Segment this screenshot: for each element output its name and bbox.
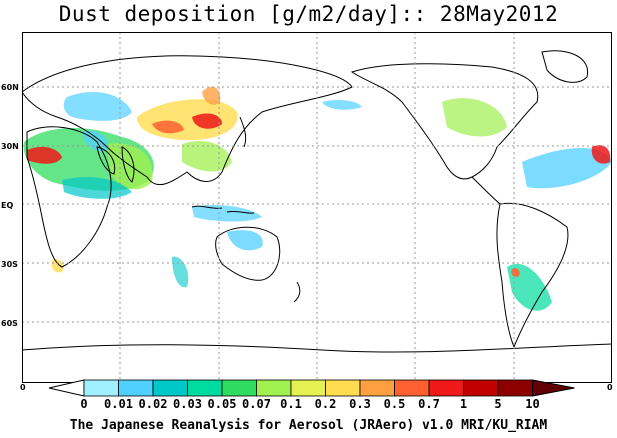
- colorbar-label: 0.1: [280, 397, 302, 411]
- colorbar-cell: [221, 379, 257, 397]
- longitude-label-right: 0: [607, 383, 613, 392]
- colorbar-cell: [359, 379, 395, 397]
- dust-sahel: [62, 177, 132, 199]
- colorbar-label: 10: [525, 397, 540, 411]
- dust-south-africa: [51, 259, 64, 273]
- lat-label-30n: 30N: [1, 142, 19, 151]
- coast-greenland: [541, 50, 589, 83]
- lat-label-eq: EQ: [1, 201, 14, 210]
- colorbar-label: 1: [459, 397, 468, 411]
- colorbar-cell: [325, 379, 361, 397]
- dust-central-asia: [63, 92, 132, 121]
- footer-credit: The Japanese Reanalysis for Aerosol (JRA…: [69, 418, 548, 433]
- world-map: [22, 32, 612, 383]
- colorbar-label: 0.3: [349, 397, 371, 411]
- chart-title: Dust deposition [g/m2/day]:: 28May2012: [58, 2, 559, 26]
- map-panel: [22, 32, 612, 383]
- dust-gobi-core: [192, 113, 222, 129]
- dust-gobi: [137, 99, 238, 141]
- colorbar-label: 0.07: [242, 397, 271, 411]
- colorbar-arrow-high: [532, 379, 575, 397]
- coast-arabia: [96, 146, 116, 175]
- colorbar-cell: [118, 379, 154, 397]
- colorbar-label: 5: [494, 397, 502, 411]
- dust-australia: [227, 230, 263, 251]
- colorbar-label: 0.7: [418, 397, 440, 411]
- coast-japan: [239, 116, 247, 148]
- dust-atlantic-core: [591, 145, 611, 164]
- coastlines: [22, 50, 612, 353]
- dust-north-atlantic: [522, 148, 612, 189]
- lat-label-30s: 30S: [1, 260, 18, 269]
- colorbar-cell: [428, 379, 464, 397]
- dust-north-america: [442, 98, 507, 137]
- dust-taklamakan: [152, 120, 184, 134]
- dust-field: [23, 86, 612, 311]
- graticule: [22, 32, 612, 383]
- colorbar-labels: 0 0.01 0.02 0.03 0.05 0.07 0.1 0.2 0.3 0…: [0, 397, 617, 413]
- coast-africa: [26, 126, 112, 268]
- coast-india: [121, 146, 135, 183]
- dust-sahara-core: [27, 146, 62, 164]
- colorbar-label: 0.03: [173, 397, 202, 411]
- lat-label-60s: 60S: [1, 319, 18, 328]
- lat-label-60n: 60N: [1, 83, 19, 92]
- dust-south-america-core: [511, 268, 520, 277]
- coast-new-zealand: [293, 281, 301, 303]
- dust-arabia: [107, 143, 153, 190]
- dust-north-pacific: [322, 99, 362, 110]
- colorbar-label: 0.02: [138, 397, 168, 411]
- coast-australia: [215, 226, 281, 281]
- dust-mongolia: [202, 86, 221, 105]
- colorbar-label: 0: [80, 397, 88, 411]
- colorbar-cell: [497, 379, 533, 397]
- dust-indonesia: [192, 205, 262, 222]
- colorbar-cell: [152, 379, 188, 397]
- coast-eurasia: [22, 55, 353, 186]
- colorbar-cell: [463, 379, 499, 397]
- coast-antarctica: [22, 343, 612, 353]
- colorbar-cell: [187, 379, 223, 397]
- longitude-label-left: 0: [20, 383, 26, 392]
- colorbar-cell: [394, 379, 430, 397]
- colorbar-arrow-low: [48, 379, 85, 397]
- colorbar: [48, 379, 575, 397]
- coast-north-america: [350, 63, 539, 180]
- colorbar-label: 0.01: [104, 397, 133, 411]
- colorbar-cell: [256, 379, 292, 397]
- colorbar-label: 0.2: [314, 397, 337, 411]
- colorbar-label: 0.05: [207, 397, 237, 411]
- colorbar-label: 0.5: [383, 397, 406, 411]
- colorbar-cell: [290, 379, 326, 397]
- coast-south-america: [496, 202, 569, 349]
- colorbar-cell: [83, 379, 119, 397]
- dust-indian-ocean: [172, 256, 189, 288]
- coast-central-america: [471, 176, 501, 205]
